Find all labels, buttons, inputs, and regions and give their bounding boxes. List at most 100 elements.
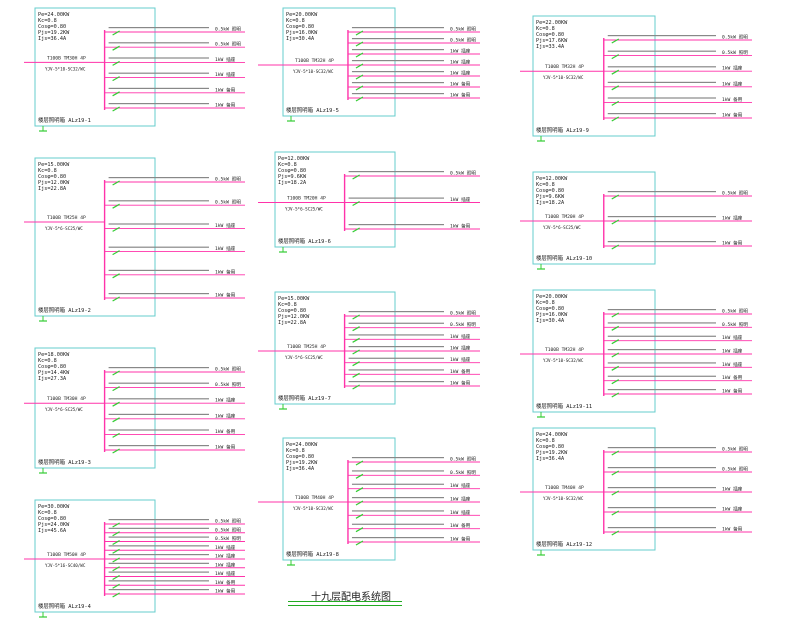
incoming-breaker-spec: T100B TM32H 4P: [545, 64, 584, 70]
branch-circuit-label: 1kW 备用: [450, 223, 471, 230]
branch-circuit-label: 1kW 插座: [450, 48, 471, 55]
branch-circuit-label: 0.5kW 照明: [450, 38, 476, 44]
panel-parameter: Kc=0.8: [536, 182, 555, 188]
panel-name: 楼层照明箱 ALz19-1: [38, 116, 91, 124]
panel-frame: [282, 437, 396, 561]
breaker-symbol: [355, 96, 364, 102]
incoming-breaker-spec: T100B TM25H 4P: [287, 344, 326, 350]
breaker-symbol: [112, 370, 120, 376]
incoming-breaker-spec: T100B TM30H 4P: [47, 396, 86, 402]
branch-circuit-label: 1kW 备用: [722, 112, 743, 119]
breaker-symbol: [112, 583, 120, 589]
breaker-symbol: [611, 392, 620, 398]
breaker-symbol: [112, 566, 120, 572]
branch-circuit-label: 1kW 插座: [450, 345, 471, 352]
panel-parameter: Pjs=14.4KW: [38, 370, 70, 376]
circuit-spec-mark: [348, 369, 444, 371]
circuit-spec-mark: [607, 335, 716, 337]
panel-parameter: Cosφ=0.80: [38, 174, 66, 180]
incoming-cable-spec: YJV-5*6-SC25/WC: [285, 355, 323, 360]
branch-circuit-label: 0.5kW 照明: [722, 467, 748, 473]
distribution-panel: Pe=20.00KWKc=0.8Cosφ=0.80Pjs=16.0KWIjs=3…: [258, 7, 480, 122]
breaker-symbol: [352, 314, 360, 320]
branch-circuit-label: 1kW 插座: [215, 412, 236, 419]
incoming-cable-spec: YJV-5*10-SC32/WC: [293, 69, 334, 74]
branch-circuit-label: 1kW 备用: [450, 536, 471, 543]
branch-circuit-label: 1kW 备用: [450, 368, 471, 375]
circuit-spec-mark: [348, 334, 444, 336]
breaker-symbol: [352, 349, 360, 355]
breaker-symbol: [352, 326, 360, 332]
panel-parameter: Kc=0.8: [536, 26, 555, 32]
breaker-symbol: [611, 38, 620, 44]
breaker-symbol: [112, 273, 120, 279]
panel-name: 楼层照明箱 ALz19-10: [536, 254, 592, 262]
panel-parameter: Cosφ=0.80: [536, 32, 564, 38]
breaker-symbol: [112, 557, 120, 563]
breaker-symbol: [352, 174, 360, 180]
panel-parameter: Pjs=19.2KW: [286, 460, 318, 466]
breaker-symbol: [611, 54, 620, 60]
branch-circuit-label: 1kW 插座: [722, 348, 743, 355]
circuit-spec-mark: [351, 71, 444, 73]
circuit-spec-mark: [351, 27, 444, 29]
panel-parameter: Pe=30.00KW: [38, 504, 70, 510]
circuit-spec-mark: [607, 97, 716, 99]
panel-parameter: Cosφ=0.80: [286, 454, 314, 460]
branch-circuit-label: 0.5kW 照明: [215, 519, 241, 525]
incoming-breaker-spec: T100B TM32H 4P: [295, 58, 334, 64]
panel-parameter: Pe=22.00KW: [536, 20, 568, 26]
panel-parameter: Pjs=19.2KW: [38, 30, 70, 36]
branch-circuit-label: 1kW 插座: [215, 544, 236, 551]
panel-parameter: Ijs=36.4A: [536, 456, 565, 462]
panel-parameter: Cosφ=0.80: [38, 24, 66, 30]
breaker-symbol: [611, 510, 620, 516]
circuit-spec-mark: [607, 375, 716, 377]
panel-name: 楼层照明箱 ALz19-4: [38, 602, 91, 610]
branch-circuit-label: 1kW 插座: [722, 65, 743, 72]
circuit-spec-mark: [351, 60, 444, 62]
circuit-spec-mark: [108, 72, 209, 74]
circuit-spec-mark: [108, 519, 209, 521]
branch-circuit-label: 1kW 插座: [450, 70, 471, 77]
breaker-symbol: [355, 52, 364, 58]
branch-circuit-label: 0.5kW 照明: [722, 50, 748, 56]
circuit-spec-mark: [108, 269, 209, 271]
circuit-spec-mark: [351, 457, 444, 459]
circuit-spec-mark: [607, 241, 716, 243]
breaker-symbol: [352, 227, 360, 233]
branch-circuit-label: 0.5kW 照明: [215, 200, 241, 206]
circuit-spec-mark: [607, 191, 716, 193]
incoming-cable-spec: YJV-5*10-SC32/WC: [543, 496, 584, 501]
branch-circuit-label: 1kW 备用: [215, 579, 236, 586]
breaker-symbol: [112, 250, 120, 256]
circuit-spec-mark: [108, 177, 209, 179]
panel-parameter: Cosφ=0.80: [536, 444, 564, 450]
branch-circuit-label: 0.5kW 照明: [215, 527, 241, 533]
breaker-symbol: [355, 63, 364, 69]
circuit-spec-mark: [607, 81, 716, 83]
panel-parameter: Kc=0.8: [286, 18, 305, 24]
circuit-spec-mark: [108, 87, 209, 89]
panel-parameter: Pe=18.00KW: [38, 352, 70, 358]
circuit-spec-mark: [607, 447, 716, 449]
branch-circuit-label: 0.5kW 照明: [450, 311, 476, 317]
incoming-cable-spec: YJV-5*6-SC25/WC: [543, 225, 581, 230]
circuit-spec-mark: [351, 470, 444, 472]
circuit-spec-mark: [607, 527, 716, 529]
branch-circuit-label: 1kW 插座: [215, 397, 236, 404]
breaker-symbol: [112, 539, 120, 546]
breaker-symbol: [112, 531, 120, 537]
incoming-cable-spec: YJV-5*10-SC32/WC: [45, 66, 86, 71]
panel-parameter: Ijs=30.4A: [286, 36, 315, 42]
branch-circuit-label: 1kW 备用: [215, 86, 236, 93]
distribution-panel: Pe=15.00KWKc=0.8Cosφ=0.80Pjs=12.0KWIjs=2…: [258, 291, 480, 410]
circuit-spec-mark: [348, 381, 444, 383]
distribution-panel: Pe=24.00KWKc=0.8Cosφ=0.80Pjs=19.2KWIjs=3…: [24, 7, 245, 132]
circuit-spec-mark: [351, 82, 444, 84]
circuit-spec-mark: [108, 413, 209, 415]
breaker-symbol: [355, 513, 364, 519]
panel-parameter: Pe=15.00KW: [278, 296, 310, 302]
circuit-spec-mark: [607, 467, 716, 469]
breaker-symbol: [611, 339, 620, 345]
